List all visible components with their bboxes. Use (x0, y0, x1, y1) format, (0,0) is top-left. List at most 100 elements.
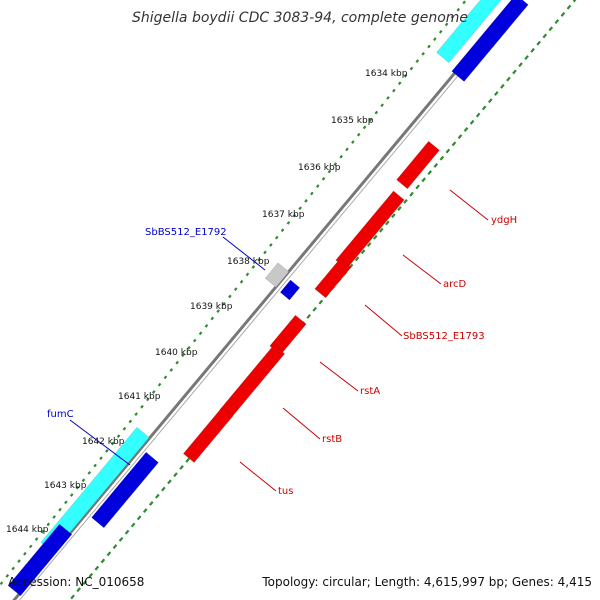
tick-dot (439, 155, 445, 161)
tick-dot (52, 515, 56, 519)
label-rstB: rstB (322, 434, 342, 445)
tick-dot (286, 221, 291, 225)
tick-dot (88, 572, 94, 578)
kbp-label-1639: 1639 kbp (190, 302, 233, 312)
tick-dot (403, 198, 408, 204)
tick-dot (198, 331, 203, 336)
tick-dot (306, 314, 311, 319)
tick-dot (280, 228, 285, 233)
tick-dot (374, 110, 379, 115)
tick-dot (5, 573, 10, 578)
kbp-label-1643: 1643 kbp (44, 481, 87, 491)
tick-dot (421, 51, 425, 56)
tick-dot (457, 134, 463, 140)
tick-dot (524, 55, 529, 60)
cds-feature (396, 140, 440, 190)
tick-dot (463, 127, 469, 132)
tick-dot (380, 103, 384, 108)
tick-dot (106, 551, 112, 557)
label-SbBS512_E1793: SbBS512_E1793 (403, 331, 485, 342)
kbp-label-1641: 1641 kbp (118, 392, 161, 402)
tick-dot (451, 141, 457, 147)
leader-line (319, 361, 359, 392)
tick-dot (75, 485, 80, 490)
tick-dot (360, 249, 366, 255)
tick-dot (487, 98, 493, 104)
tick-dot (362, 125, 367, 130)
tick-dot (415, 59, 420, 64)
tick-dot (34, 537, 39, 541)
tick-dot (0, 581, 4, 586)
leader-line (282, 407, 321, 440)
tick-dot (269, 243, 273, 247)
tick-dot (76, 587, 81, 593)
tick-dot (222, 301, 226, 306)
tick-dot (136, 515, 142, 521)
inner-tick-dots (70, 0, 577, 600)
tick-dot (572, 0, 577, 3)
label-rstA: rstA (360, 386, 380, 397)
tick-dot (318, 299, 324, 305)
tick-dot (421, 177, 426, 183)
tick-dot (148, 500, 154, 506)
tick-dot (187, 346, 191, 350)
kbp-label-1640: 1640 kbp (155, 348, 198, 358)
tick-dot (116, 434, 121, 438)
tick-dot (69, 493, 74, 497)
tick-dot (512, 69, 517, 75)
tick-dot (379, 227, 384, 233)
tick-dot (64, 500, 68, 505)
label-arcD: arcD (443, 279, 467, 290)
tick-dot (392, 88, 396, 93)
tick-dot (128, 419, 133, 424)
tick-dot (327, 169, 332, 174)
label-ydgH: ydgH (491, 215, 517, 226)
kbp-label-1642: 1642 kbp (82, 437, 125, 447)
tick-dot (438, 29, 443, 34)
tick-dot (105, 448, 109, 453)
tick-dot (17, 559, 21, 563)
tick-dot (385, 220, 390, 226)
tick-dot (481, 105, 487, 111)
kbp-tick-labels: 1634 kbp 1635 kbp 1636 kbp 1637 kbp 1638… (6, 69, 408, 535)
tick-dot (560, 11, 566, 17)
tick-dot (263, 250, 267, 255)
kbp-label-1634: 1634 kbp (365, 69, 408, 79)
tick-dot (130, 522, 136, 528)
backbone (12, 0, 522, 600)
tick-dot (500, 83, 505, 89)
tick-dot (167, 479, 172, 485)
tick-dot (427, 44, 431, 49)
topology-text: Topology: circular; Length: 4,615,997 bp… (261, 575, 592, 589)
tick-dot (518, 62, 523, 68)
tick-dot (151, 390, 156, 394)
tick-dot (40, 529, 45, 534)
tick-dot (257, 257, 261, 262)
tick-dot (100, 558, 106, 564)
tick-dot (46, 522, 51, 527)
tick-dot (462, 0, 466, 5)
tick-dot (146, 397, 150, 402)
kbp-label-1644: 1644 kbp (6, 525, 49, 535)
leader-line (222, 236, 266, 271)
cds-feature (279, 279, 301, 301)
rna-feature (436, 0, 502, 64)
tick-dot (506, 76, 511, 82)
tick-dot (87, 471, 92, 475)
tick-dot (185, 457, 190, 463)
tick-dot (450, 15, 455, 19)
tick-dot (94, 565, 100, 571)
tick-dot (356, 132, 361, 137)
tick-dot (333, 162, 338, 166)
cds-feature (91, 451, 159, 529)
tick-dot (397, 81, 402, 86)
tick-dot (530, 47, 535, 53)
tick-dot (321, 176, 326, 181)
leader-line (364, 304, 403, 337)
tick-dot (23, 551, 27, 556)
leader-line (402, 254, 442, 285)
gene-labels: SbBS512_E1792 fumC ydgH arcD SbBS512_E17… (47, 215, 517, 497)
tick-dot (245, 272, 250, 277)
cds-feature (314, 257, 352, 299)
tick-dot (298, 206, 302, 211)
